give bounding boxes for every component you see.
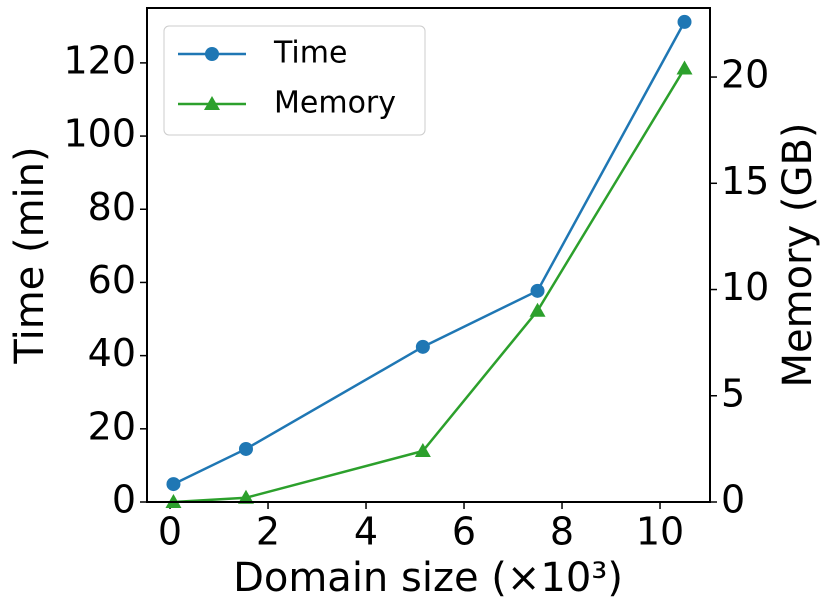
y-tick-label: 0 — [112, 478, 136, 522]
legend-marker — [205, 47, 219, 61]
plot-frame — [146, 7, 711, 503]
data-point — [414, 443, 431, 458]
y2-tick-label: 20 — [721, 53, 769, 97]
data-point — [166, 477, 181, 492]
legend-marker — [204, 96, 220, 110]
legend-label: Memory — [274, 86, 396, 121]
x-tick-label: 8 — [550, 510, 574, 554]
y2-tick-label: 5 — [721, 371, 745, 415]
data-point — [677, 14, 692, 29]
y-tick-label: 80 — [88, 185, 136, 229]
x-tick-label: 6 — [452, 510, 476, 554]
y-tick-label: 120 — [63, 38, 136, 82]
legend-label: Time — [273, 36, 347, 71]
data-point — [529, 302, 546, 317]
x-tick-label: 4 — [354, 510, 378, 554]
y-tick-label: 100 — [63, 112, 136, 156]
y-tick-label: 20 — [88, 404, 136, 448]
y-tick-label: 40 — [88, 331, 136, 375]
data-point — [530, 283, 545, 298]
x-tick-label: 10 — [636, 510, 684, 554]
x-axis-label: Domain size (×10³) — [233, 555, 623, 601]
y-tick-label: 60 — [88, 258, 136, 302]
y2-tick-label: 10 — [721, 265, 769, 309]
y2-axis-label: Memory (GB) — [775, 122, 821, 387]
x-tick-label: 2 — [256, 510, 280, 554]
data-point — [415, 339, 430, 354]
y2-tick-label: 0 — [721, 478, 745, 522]
x-tick-label: 0 — [158, 510, 182, 554]
data-point — [238, 441, 253, 456]
data-point — [676, 60, 693, 75]
y2-tick-label: 15 — [721, 159, 769, 203]
data-point — [237, 489, 254, 504]
y-axis-label: Time (min) — [7, 146, 53, 364]
